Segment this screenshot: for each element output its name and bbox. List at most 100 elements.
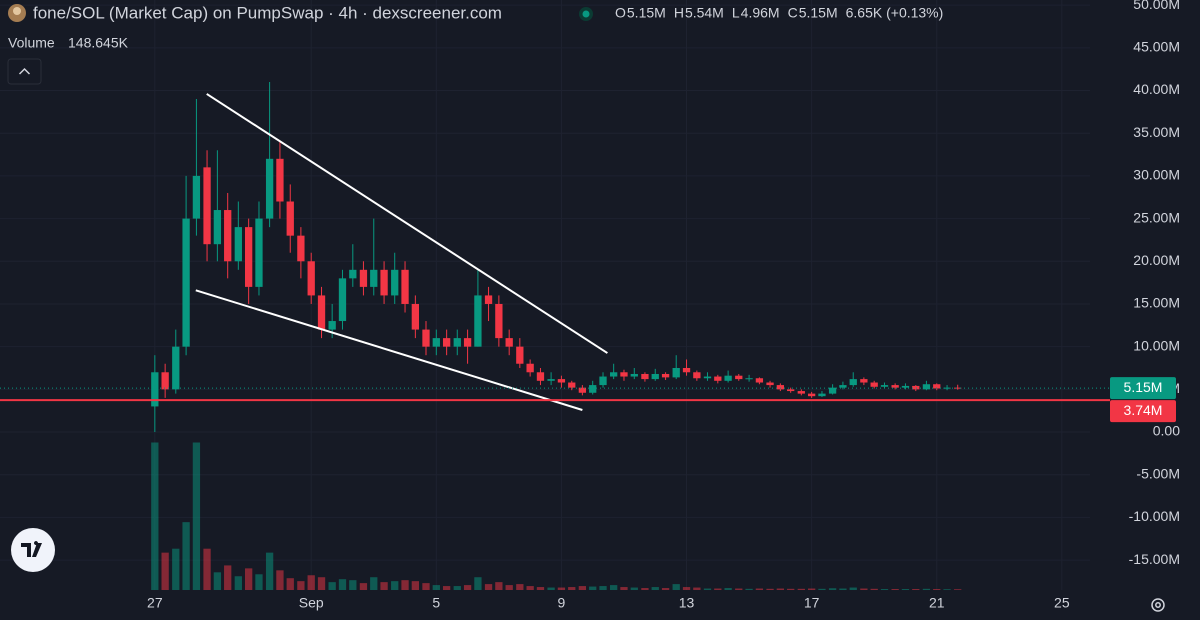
volume-bar xyxy=(828,588,837,590)
candle-body xyxy=(745,378,753,380)
gear-outer[interactable] xyxy=(1151,598,1165,612)
line-price-label: 3.74M xyxy=(1124,402,1163,418)
candle-body xyxy=(432,338,440,347)
volume-bar xyxy=(338,579,347,590)
candle-body xyxy=(265,158,274,219)
volume-bar xyxy=(599,586,607,590)
legend-value: 4.96M xyxy=(741,5,780,21)
volume-bar xyxy=(203,548,211,590)
volume-bar xyxy=(401,580,409,590)
x-tick-label: 25 xyxy=(1054,595,1070,611)
volume-bar xyxy=(182,522,190,590)
volume-bar xyxy=(297,581,305,590)
candle-body xyxy=(943,387,951,389)
legend-key: H xyxy=(674,5,684,21)
logo-mark[interactable] xyxy=(21,541,42,557)
candle-body xyxy=(245,227,253,287)
candle-body xyxy=(661,373,670,378)
y-tick-label: 15.00M xyxy=(1133,295,1180,311)
candle-body xyxy=(807,393,816,397)
legend-key: L xyxy=(732,5,740,21)
candle-body xyxy=(213,210,222,245)
candle-body xyxy=(442,338,451,347)
logo-circle[interactable] xyxy=(11,528,55,572)
volume-bar xyxy=(234,576,242,590)
settings-button[interactable] xyxy=(1151,598,1165,612)
candle-body xyxy=(755,378,764,383)
volume-bar xyxy=(943,589,951,590)
y-tick-label: -10.00M xyxy=(1129,508,1180,524)
trendline xyxy=(206,93,608,354)
candle-body xyxy=(391,269,399,296)
volume-bar xyxy=(714,588,722,590)
candle-body xyxy=(370,269,378,287)
y-tick-label: -15.00M xyxy=(1129,551,1180,567)
candle-body xyxy=(901,385,910,388)
candle-body xyxy=(870,382,878,387)
volume-bar xyxy=(933,589,941,590)
legend-value: 5.15M xyxy=(627,5,666,21)
volume-bar xyxy=(610,585,618,590)
volume-bar xyxy=(818,588,826,590)
candle-body xyxy=(411,303,420,330)
trendline xyxy=(195,289,583,411)
y-tick-label: 40.00M xyxy=(1133,81,1180,97)
candle-body xyxy=(620,372,628,377)
volume-bar xyxy=(703,588,712,590)
candle-body xyxy=(203,167,211,245)
candle-body xyxy=(495,303,503,339)
candle-body xyxy=(286,201,294,236)
candle-body xyxy=(599,376,607,386)
volume-bar xyxy=(547,587,555,590)
candle-body xyxy=(641,373,649,380)
candle-body xyxy=(735,375,743,380)
y-tick-label: 25.00M xyxy=(1133,209,1180,225)
candle-body xyxy=(651,373,659,380)
volume-bar xyxy=(661,588,670,590)
candle-body xyxy=(234,227,242,262)
candle-body xyxy=(933,384,941,389)
candle-body xyxy=(338,278,347,322)
candle-body xyxy=(182,218,190,347)
volume-bar xyxy=(724,588,732,590)
candle-body xyxy=(224,210,232,262)
volume-bar xyxy=(172,548,180,590)
last-price-label: 5.15M xyxy=(1124,379,1163,395)
candle-body xyxy=(317,295,326,330)
y-tick-label: -5.00M xyxy=(1136,465,1180,481)
volume-bar xyxy=(276,570,284,590)
x-tick-label: 21 xyxy=(929,595,945,611)
y-tick-label: 45.00M xyxy=(1133,39,1180,55)
volume-bar xyxy=(735,588,743,590)
x-tick-label: 5 xyxy=(432,595,440,611)
volume-bar xyxy=(807,588,816,590)
gear-inner[interactable] xyxy=(1155,602,1161,608)
volume-bar xyxy=(505,585,513,590)
y-tick-label: 35.00M xyxy=(1133,124,1180,140)
volume-bar xyxy=(880,589,889,590)
volume-bar xyxy=(442,586,451,590)
candle-body xyxy=(922,384,931,390)
x-tick-label: Sep xyxy=(299,595,324,611)
candle-body xyxy=(672,368,680,378)
candle-body xyxy=(463,338,472,347)
collapse-icon[interactable] xyxy=(18,67,31,75)
volume-bar xyxy=(422,583,430,590)
candle-body xyxy=(328,321,336,330)
candle-body xyxy=(526,363,534,373)
x-tick-label: 9 xyxy=(558,595,566,611)
candle-body xyxy=(547,379,555,381)
volume-bar xyxy=(870,588,878,590)
collapse-button[interactable] xyxy=(7,58,42,85)
candle-body xyxy=(568,382,576,388)
volume-value: 148.645K xyxy=(68,35,129,51)
token-icon-detail xyxy=(13,7,21,15)
plot xyxy=(0,81,1110,433)
tv-logo[interactable] xyxy=(11,528,55,572)
volume-bar xyxy=(495,582,503,590)
volume-bar xyxy=(849,587,857,590)
volume-bar xyxy=(328,582,336,590)
volume-bar xyxy=(526,586,534,590)
